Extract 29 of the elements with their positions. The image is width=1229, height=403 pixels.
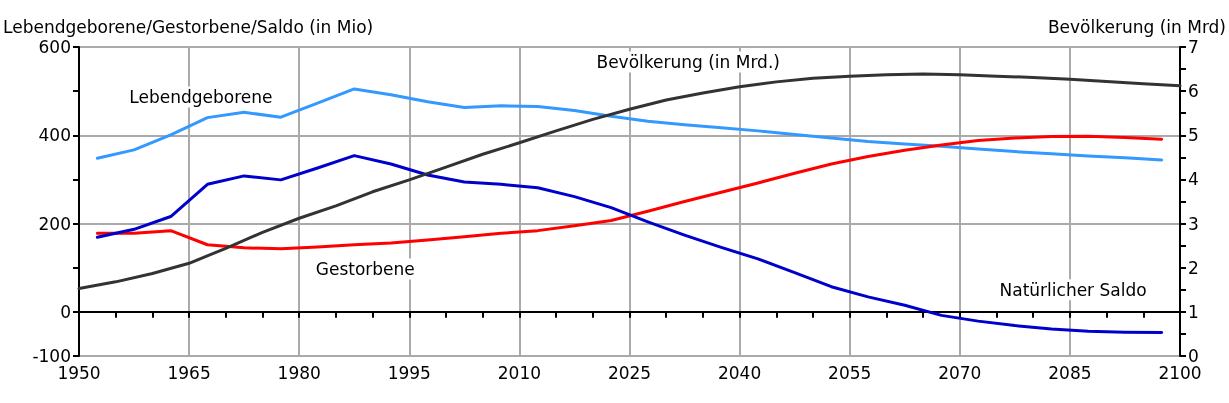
series-label: Gestorbene — [315, 259, 415, 280]
x-tick-label: 1995 — [387, 362, 431, 383]
y-tick-label: 400 — [38, 125, 71, 146]
x-tick-label: 2055 — [828, 362, 872, 383]
line-series — [95, 87, 1164, 162]
y-axis-title: Lebendgeborene/Gestorbene/Saldo (in Mio) — [3, 16, 374, 37]
x-tick-label: 2040 — [717, 362, 762, 383]
x-tick-label: 2085 — [1048, 362, 1092, 383]
y-tick-label: 0 — [60, 301, 71, 322]
y2-tick-label: 2 — [1188, 257, 1199, 278]
line-series — [95, 154, 1164, 335]
y2-tick-label: 7 — [1188, 37, 1199, 57]
line-series — [95, 134, 1164, 251]
x-tick-label: 2010 — [497, 362, 542, 383]
x-tick-label: 1965 — [167, 362, 211, 383]
y2-axis-title: Bevölkerung (in Mrd) — [1047, 16, 1226, 37]
y2-tick-label: 3 — [1188, 213, 1199, 234]
y2-tick-label: 1 — [1188, 301, 1199, 322]
series-label: Natürlicher Saldo — [999, 279, 1147, 300]
series-label: Lebendgeborene — [129, 86, 273, 107]
y2-tick-label: 4 — [1188, 169, 1199, 190]
y2-tick-label: 5 — [1188, 125, 1199, 146]
x-tick-label: 2025 — [607, 362, 652, 383]
y-tick-label: 200 — [38, 213, 71, 234]
series-label: Bevölkerung (in Mrd.) — [596, 52, 780, 73]
y2-tick-label: 6 — [1188, 81, 1199, 102]
y-tick-label: 600 — [38, 37, 71, 57]
x-tick-label: 1980 — [277, 362, 321, 383]
x-tick-label: 2070 — [938, 362, 982, 383]
